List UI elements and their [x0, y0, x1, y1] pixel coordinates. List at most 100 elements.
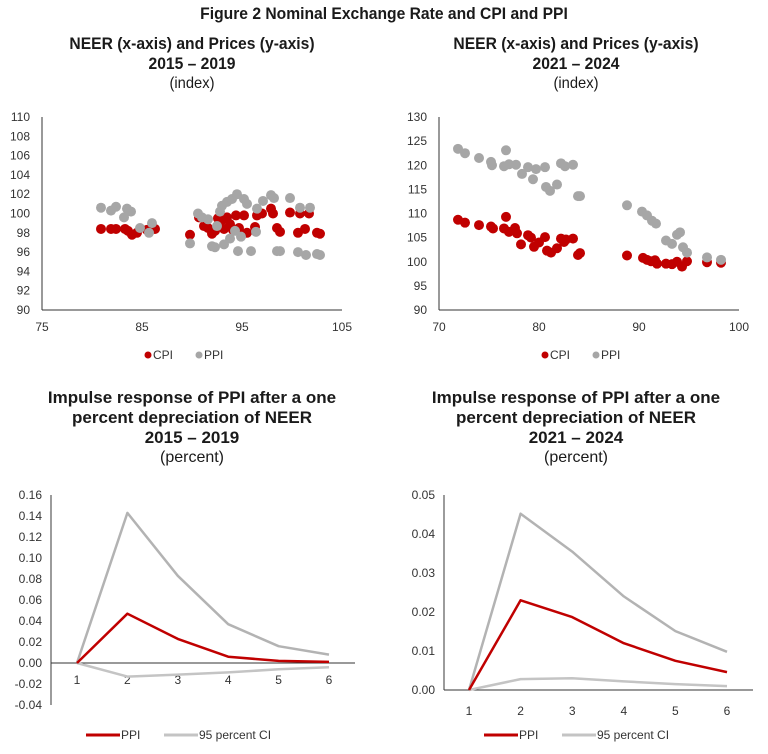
legend-ppi-label: PPI: [204, 348, 223, 362]
ppi-point: [232, 189, 242, 200]
cpi-point: [682, 256, 692, 267]
panel-units: (index): [553, 75, 599, 92]
x-tick-label: 1: [466, 704, 473, 718]
ci-lower-line: [468, 677, 728, 692]
line-chart: 0.00 0.01 0.02 0.03 0.04 0.05 1 2 3 4 5 6 PPI 95 perc…: [412, 488, 753, 742]
impulse-panel-2021-2024: Impulse response of PPI after a one perc…: [384, 380, 768, 754]
ci-lower-line: [76, 661, 330, 678]
ppi-point: [236, 231, 246, 242]
ppi-point: [545, 185, 555, 196]
ppi-point: [315, 249, 325, 260]
y-tick-label: 100: [10, 207, 30, 221]
y-tick-label: 110: [11, 110, 30, 124]
ppi-line: [76, 612, 330, 664]
ppi-line: [467, 599, 728, 691]
panel-units: (percent): [543, 449, 609, 466]
ppi-point: [210, 242, 220, 253]
ppi-point: [203, 214, 213, 225]
y-tick-label: 0.05: [412, 488, 436, 502]
cpi-point: [552, 243, 562, 254]
y-tick-label: 0.00: [412, 683, 436, 697]
ppi-point: [460, 148, 470, 159]
panel-title-line: Impulse response of PPI after a one: [47, 388, 337, 407]
ppi-point: [258, 195, 268, 206]
ppi-point: [135, 222, 145, 233]
legend-ci-label: 95 percent CI: [199, 728, 271, 742]
legend-cpi-label: CPI: [550, 348, 570, 362]
line-chart: -0.04 -0.02 0.00 0.02 0.04 0.06 0.08 0.10 0.12 0.…: [15, 488, 355, 742]
x-tick-label: 1: [74, 673, 81, 687]
y-tick-label: 0.06: [19, 593, 43, 607]
y-tick-label: 94: [17, 264, 31, 278]
panel-title: NEER (x-axis) and Prices (y-axis): [453, 34, 699, 53]
y-tick-label: 104: [10, 168, 30, 182]
ppi-point: [568, 159, 578, 170]
ppi-point: [96, 202, 106, 213]
ppi-point: [185, 238, 195, 249]
ppi-point: [487, 160, 497, 171]
panel-title-block: Impulse response of PPI after a one perc…: [384, 388, 768, 468]
ppi-point: [528, 174, 538, 185]
ppi-point: [560, 161, 570, 172]
x-tick-label: 3: [174, 673, 181, 687]
y-tick-label: 0.03: [412, 566, 436, 580]
panel-title: NEER (x-axis) and Prices (y-axis): [69, 34, 315, 53]
ppi-point: [651, 218, 661, 229]
y-tick-label: -0.04: [15, 698, 43, 712]
y-tick-label: 130: [407, 110, 427, 124]
y-tick-label: 0.01: [412, 644, 436, 658]
legend-cpi-marker: [144, 351, 152, 359]
y-tick-label: 0.10: [19, 551, 43, 565]
cpi-point: [516, 239, 526, 250]
cpi-point: [512, 228, 522, 239]
legend-cpi-marker: [541, 351, 549, 359]
cpi-point: [315, 228, 325, 239]
scatter-panel-2021-2024: NEER (x-axis) and Prices (y-axis) 2021 –…: [384, 0, 768, 380]
panel-title-line: percent depreciation of NEER: [456, 408, 696, 427]
y-tick-label: 0.00: [19, 656, 43, 670]
x-tick-label: 2: [124, 673, 131, 687]
x-tick-label: 2: [517, 704, 524, 718]
cpi-point: [568, 233, 578, 244]
x-tick-label: 95: [235, 320, 249, 334]
panel-title-block: NEER (x-axis) and Prices (y-axis) 2015 –…: [0, 34, 384, 94]
y-tick-label: 100: [407, 255, 427, 269]
x-tick-label: 4: [620, 704, 627, 718]
y-tick-label: 0.02: [412, 605, 436, 619]
cpi-point: [239, 210, 249, 221]
y-tick-label: 0.16: [19, 488, 43, 502]
y-tick-label: 0.08: [19, 572, 43, 586]
panel-title-block: NEER (x-axis) and Prices (y-axis) 2021 –…: [384, 34, 768, 94]
x-tick-label: 6: [724, 704, 731, 718]
y-tick-label: -0.02: [15, 677, 43, 691]
panel-subtitle: 2015 – 2019: [144, 428, 240, 447]
y-tick-label: 95: [414, 279, 428, 293]
cpi-point: [96, 223, 106, 234]
cpi-point: [285, 207, 295, 218]
ppi-point: [682, 247, 692, 258]
y-tick-label: 108: [10, 129, 30, 143]
scatter-chart: 90 92 94 96 98 100 102 104 106 108 110 75 85 95 105 CPI…: [10, 110, 352, 362]
x-tick-label: 5: [672, 704, 679, 718]
figure-title: Figure 2 Nominal Exchange Rate and CPI a…: [200, 4, 568, 23]
ppi-point: [285, 193, 295, 204]
ppi-point: [702, 252, 712, 263]
ppi-point: [675, 227, 685, 238]
ppi-point: [293, 247, 303, 258]
ppi-point: [540, 162, 550, 173]
cpi-point: [488, 223, 498, 234]
legend-ci-label: 95 percent CI: [597, 728, 669, 742]
cpi-point: [111, 223, 121, 234]
ppi-point: [531, 164, 541, 175]
ppi-point: [305, 202, 315, 213]
x-tick-label: 5: [275, 673, 282, 687]
ppi-point: [552, 179, 562, 190]
ppi-point: [301, 249, 311, 260]
x-tick-label: 75: [35, 320, 49, 334]
ppi-point: [252, 203, 262, 214]
legend-cpi-label: CPI: [153, 348, 173, 362]
x-tick-label: 70: [432, 320, 446, 334]
ci-upper-line: [467, 512, 728, 691]
ppi-point: [275, 246, 285, 257]
y-tick-label: 98: [17, 226, 31, 240]
